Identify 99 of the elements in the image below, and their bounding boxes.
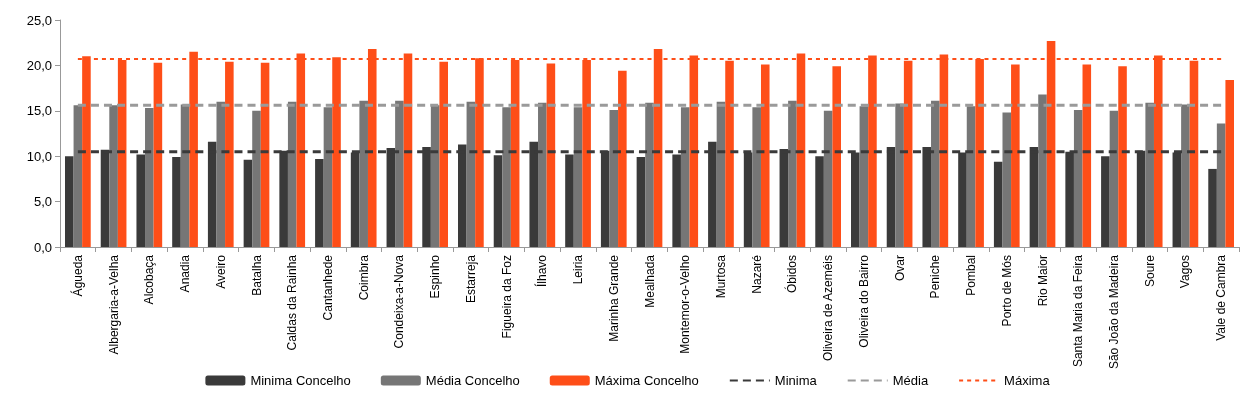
bar: [287, 101, 297, 247]
y-tick-label: 25,0: [26, 12, 52, 28]
x-tick-label: Soure: [1142, 254, 1157, 288]
bar: [1145, 102, 1154, 247]
bar: [1109, 110, 1119, 247]
bar: [395, 100, 404, 247]
bar: [153, 62, 163, 247]
x-tick-label: Cantanhede: [320, 254, 335, 321]
bar: [993, 161, 1003, 247]
x-tick-label: Murtosa: [713, 254, 728, 299]
bar: [680, 107, 690, 247]
bar: [225, 61, 234, 247]
bar: [1073, 109, 1083, 247]
x-tick-label: São João da Madeira: [1106, 254, 1121, 370]
bar: [895, 103, 904, 247]
x-tick-label: Espinho: [428, 254, 443, 299]
legend-label: Minima Concelho: [250, 373, 351, 388]
bar: [260, 62, 270, 247]
y-tick-label: 15,0: [26, 103, 52, 119]
bar: [1002, 112, 1012, 247]
bar: [359, 100, 368, 247]
bar: [573, 107, 583, 247]
bar: [216, 101, 226, 247]
x-tick-label: Figueira da Foz: [499, 255, 514, 339]
bar: [502, 107, 511, 247]
bar: [439, 61, 448, 247]
y-tick-label: 20,0: [26, 57, 52, 73]
x-tick-label: Nazaré: [749, 254, 764, 294]
bar: [1208, 168, 1217, 247]
bar: [109, 105, 118, 247]
bar: [752, 107, 761, 247]
x-tick-label: Montemor-o-Velho: [678, 254, 693, 354]
x-tick-label: Vale de Cambra: [1214, 254, 1229, 341]
bar: [323, 107, 333, 247]
x-tick-label: Alcobaça: [142, 254, 157, 305]
bar: [1118, 66, 1127, 247]
bar: [1181, 104, 1190, 247]
x-tick-label: Porto de Mós: [999, 255, 1014, 327]
x-tick-label: Marinha Grande: [606, 254, 621, 342]
x-tick-label: Leiria: [571, 254, 586, 285]
bar: [430, 105, 440, 247]
bar: [243, 159, 253, 247]
bar: [815, 156, 824, 247]
y-tick-label: 0,0: [33, 239, 52, 255]
bar: [1011, 64, 1020, 247]
bar: [466, 101, 476, 247]
x-tick-label: Ílhavo: [534, 254, 550, 288]
bar: [73, 105, 83, 247]
bar: [832, 66, 841, 247]
bar: [966, 106, 976, 247]
x-tick-label: Vagos: [1178, 255, 1193, 289]
bar: [618, 70, 627, 247]
y-tick-label: 10,0: [26, 148, 52, 164]
bar: [145, 108, 154, 247]
y-tick-label: 5,0: [33, 194, 52, 210]
x-tick-label: Coimbra: [356, 254, 371, 301]
bar: [1101, 156, 1110, 247]
legend-label: Média Concelho: [425, 373, 520, 388]
bar: [859, 106, 869, 247]
bar: [546, 63, 556, 247]
bar: [931, 100, 940, 247]
bar: [172, 157, 181, 247]
x-tick-label: Oliveira de Azeméis: [821, 255, 836, 362]
legend-label: Máxima: [1004, 373, 1051, 388]
x-tick-label: Condeixa-a-Nova: [392, 254, 407, 349]
x-tick-label: Mealhada: [642, 254, 657, 308]
bar: [1038, 94, 1047, 247]
bar: [645, 102, 654, 247]
bar: [609, 109, 619, 247]
x-tick-label: Batalha: [249, 254, 264, 296]
x-tick-label: Rio Maior: [1035, 255, 1050, 307]
x-tick-label: Pombal: [964, 255, 979, 296]
x-tick-label: Ovar: [892, 255, 907, 282]
x-tick-label: Aveiro: [213, 254, 228, 289]
x-tick-label: Óbidos: [784, 255, 800, 294]
x-tick-label: Águeda: [69, 254, 85, 297]
bar: [760, 64, 770, 247]
bar: [788, 100, 797, 247]
bar: [180, 104, 190, 247]
bar: [252, 110, 261, 247]
bar: [315, 158, 324, 247]
bar: [493, 155, 503, 247]
bar: [65, 156, 74, 247]
x-tick-label: Anadia: [178, 254, 193, 293]
legend-label: Minima: [774, 373, 818, 388]
bar: [1216, 123, 1226, 247]
x-tick-label: Estarreja: [463, 254, 478, 304]
bar: [823, 110, 833, 247]
x-tick-label: Santa Maria da Feira: [1071, 254, 1086, 368]
bar: [1225, 79, 1234, 247]
bar: [538, 102, 547, 247]
legend-label: Máxima Concelho: [594, 373, 699, 388]
legend-label: Média: [892, 373, 929, 388]
x-tick-label: Peniche: [928, 254, 943, 299]
x-tick-label: Albergaria-a-Velha: [106, 254, 121, 355]
bar: [1082, 64, 1092, 247]
x-tick-label: Oliveira do Bairro: [856, 254, 871, 348]
bar: [636, 157, 646, 247]
x-tick-label: Caldas da Rainha: [285, 254, 300, 351]
